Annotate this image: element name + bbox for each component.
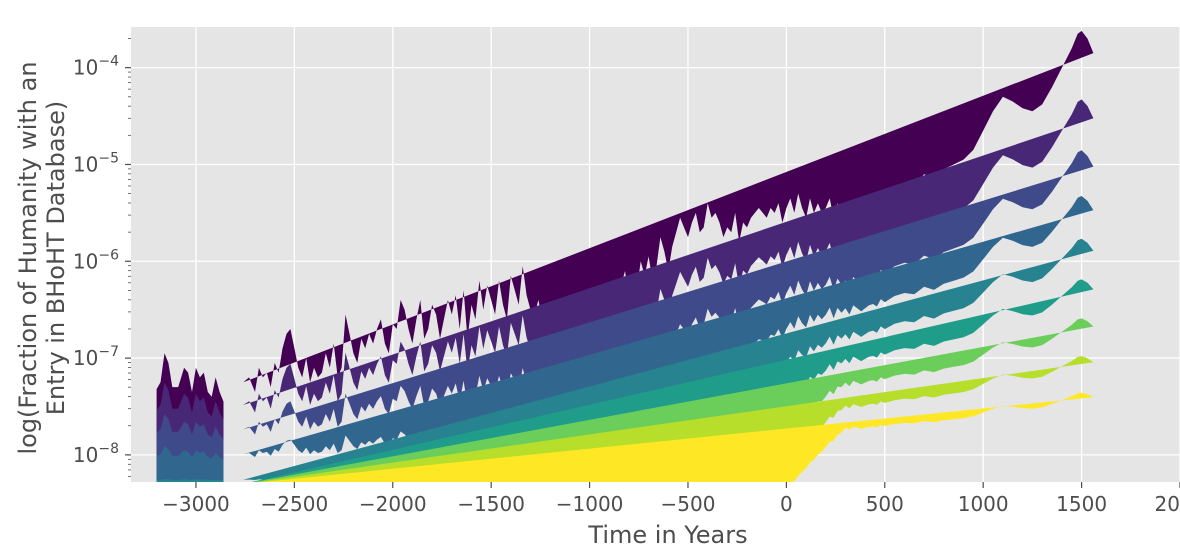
x-tick-label: 2000 [1155, 492, 1180, 516]
x-tick-label: −2000 [359, 492, 427, 516]
band-3 [243, 196, 1094, 457]
y-tick-label: 10−7 [73, 344, 119, 370]
band-4 [156, 479, 224, 482]
x-axis-title: Time in Years [587, 521, 747, 549]
y-tick-label: 10−6 [73, 247, 119, 273]
y-tick-label: 10−5 [73, 150, 119, 176]
y-axis: 10−8 10−7 10−6 10−5 10−4 [73, 38, 131, 477]
band-3 [156, 446, 224, 482]
x-axis: −3000 −2500 −2000 −1500 −1000 −500 0 500 1000 150… [162, 482, 1180, 516]
y-tick-label: 10−8 [73, 441, 119, 467]
x-tick-label: 0 [780, 492, 793, 516]
x-tick-label: −1000 [556, 492, 624, 516]
x-tick-label: 1000 [958, 492, 1009, 516]
y-axis-title: log(Fraction of Humanity with an Entry i… [14, 61, 70, 454]
band-8 [262, 392, 1094, 482]
x-tick-label: 1500 [1056, 492, 1107, 516]
x-tick-label: −500 [661, 492, 716, 516]
band-0 [243, 30, 1094, 393]
x-tick-label: −3000 [162, 492, 230, 516]
band-1 [243, 99, 1094, 413]
stacked-bands [156, 30, 1094, 482]
y-axis-title-line-2: Entry in BHoHT Database) [42, 101, 70, 415]
x-tick-label: 500 [866, 492, 904, 516]
y-tick-label: 10−4 [73, 54, 119, 80]
x-tick-label: −2500 [261, 492, 329, 516]
band-2 [243, 150, 1094, 435]
y-axis-title-line-1: log(Fraction of Humanity with an [14, 61, 42, 454]
x-tick-label: −1500 [457, 492, 525, 516]
